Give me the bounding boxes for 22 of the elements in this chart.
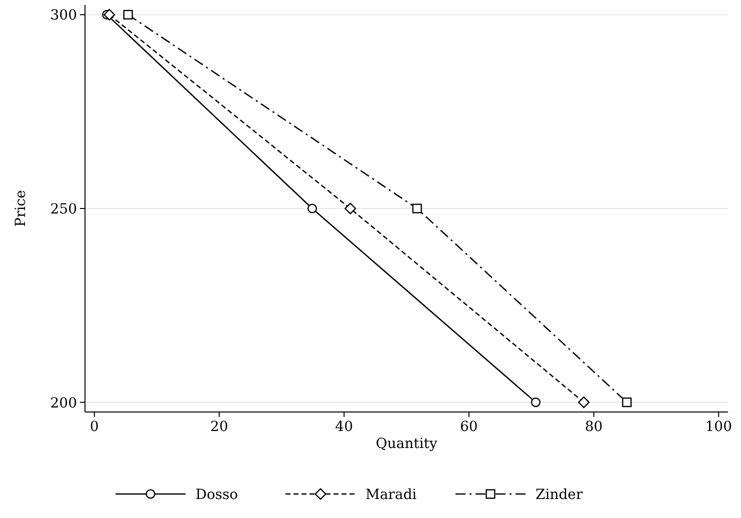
y-axis-title: Price	[13, 190, 29, 227]
x-tick-label: 80	[584, 419, 603, 435]
legend-label: Dosso	[196, 487, 238, 503]
point	[104, 8, 116, 20]
point	[412, 204, 422, 214]
legend-label: Maradi	[366, 487, 418, 503]
x-axis-title: Quantity	[376, 436, 438, 452]
y-tick-label: 250	[50, 202, 77, 218]
x-tick-label: 100	[705, 419, 732, 435]
point	[307, 204, 318, 214]
point	[622, 398, 632, 408]
point	[123, 10, 133, 20]
legend-label: Zinder	[536, 487, 583, 503]
x-tick-label: 20	[210, 419, 228, 435]
x-tick-label: 60	[460, 419, 478, 435]
x-tick-label: 0	[90, 419, 99, 435]
point	[530, 398, 541, 408]
point	[344, 202, 356, 214]
point	[578, 396, 590, 408]
y-tick-label: 300	[50, 8, 77, 24]
y-tick-label: 200	[50, 395, 77, 412]
x-tick-label: 40	[335, 419, 353, 435]
